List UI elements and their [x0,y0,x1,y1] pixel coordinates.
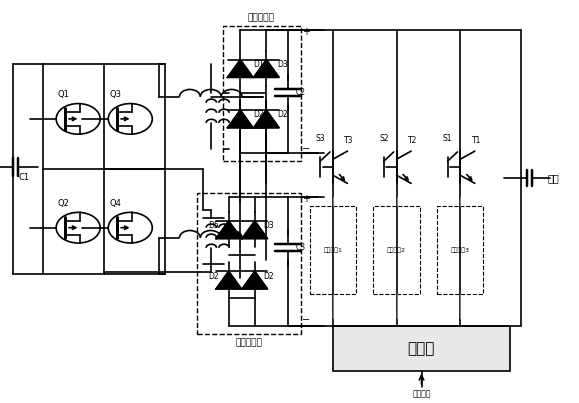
Bar [197,193,301,334]
Text: 第二整流桥: 第二整流桥 [236,339,262,347]
Text: T2: T2 [408,136,417,145]
Text: D2: D2 [263,272,274,280]
Text: 第一整流桥: 第一整流桥 [247,13,274,22]
Polygon shape [242,221,267,239]
Text: C2: C2 [295,88,305,97]
Bar [373,206,420,294]
Bar [333,326,510,371]
Text: D3: D3 [277,60,288,69]
Text: Q4: Q4 [110,199,122,208]
Text: S2: S2 [379,134,389,143]
Text: Q3: Q3 [110,90,122,99]
Text: D2: D2 [253,110,263,119]
Polygon shape [242,271,267,289]
Polygon shape [216,221,241,239]
Text: 驱动信号3: 驱动信号3 [451,247,470,253]
Text: 驱动信号2: 驱动信号2 [387,247,406,253]
Text: −: − [302,144,310,154]
Text: Q1: Q1 [58,90,69,99]
Text: S1: S1 [443,134,452,143]
Bar [437,206,483,294]
Text: T3: T3 [345,136,354,145]
Text: 驱动信号1: 驱动信号1 [324,247,342,253]
Bar [223,26,301,161]
Text: D3: D3 [263,221,274,230]
Text: S3: S3 [316,134,325,143]
Text: +: + [302,27,310,37]
Text: Q2: Q2 [58,199,69,208]
Text: −: − [302,316,310,325]
Polygon shape [254,60,279,77]
Text: T1: T1 [472,136,481,145]
Text: 电池: 电池 [547,173,559,183]
Text: D2: D2 [277,110,287,119]
Text: +: + [302,195,310,204]
Polygon shape [216,271,241,289]
Text: 控制器: 控制器 [408,341,435,356]
Text: D5: D5 [208,221,219,230]
Text: C3: C3 [295,243,305,252]
Text: C1: C1 [19,173,30,182]
Polygon shape [254,110,279,128]
Polygon shape [228,60,253,77]
Polygon shape [228,110,253,128]
Text: D2: D2 [208,272,219,280]
Text: 外设指令: 外设指令 [412,389,431,398]
Bar [310,206,356,294]
Text: D1: D1 [253,60,263,69]
